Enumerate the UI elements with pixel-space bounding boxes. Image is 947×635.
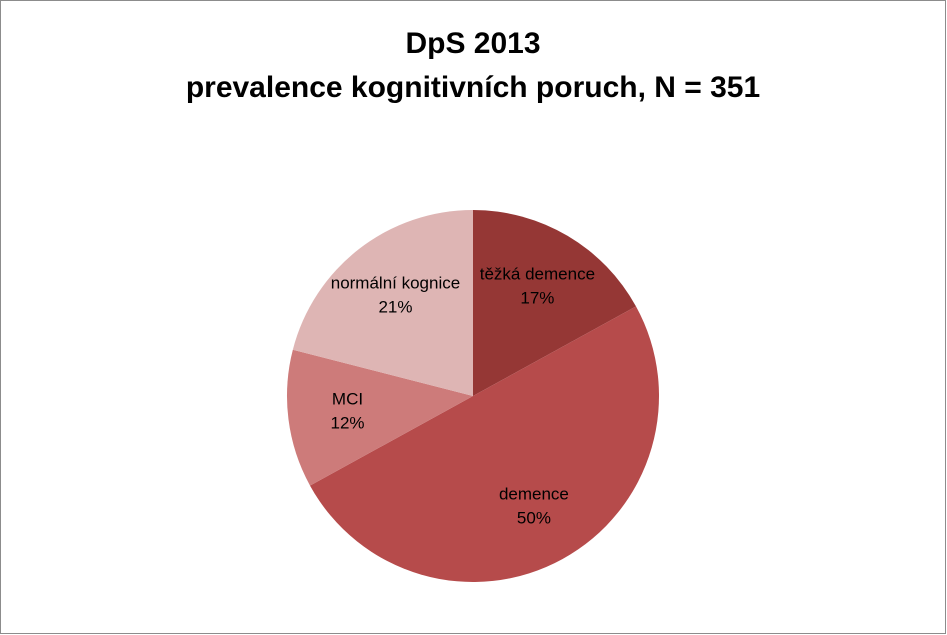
pie-slice <box>292 210 473 396</box>
slice-value-label: 17% <box>520 289 554 308</box>
slice-value-label: 50% <box>517 508 551 527</box>
slice-label: demence <box>499 484 569 503</box>
chart-title: prevalence kognitivních poruch, N = 351 <box>186 71 760 104</box>
slice-label: normální kognice <box>331 274 460 293</box>
pie-slice <box>287 349 473 486</box>
slice-value-label: 12% <box>331 413 365 432</box>
pie-slice <box>473 210 636 396</box>
slice-label: těžká demence <box>480 265 595 284</box>
slice-label: MCI <box>332 389 363 408</box>
slice-value-label: 21% <box>378 298 412 317</box>
pie-slice <box>310 306 660 582</box>
chart-title: DpS 2013 <box>405 27 540 60</box>
